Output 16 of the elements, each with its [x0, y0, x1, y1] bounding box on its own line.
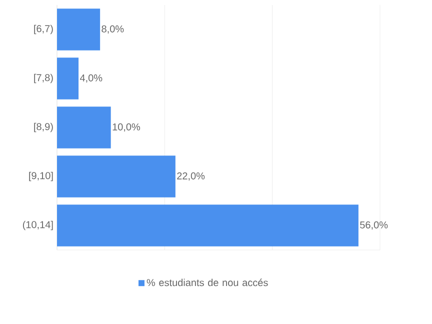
bar — [57, 204, 358, 246]
y-tick-label: [7,8) — [34, 74, 53, 84]
y-tick-label: [6,7) — [34, 24, 53, 34]
data-label: 4,0% — [80, 74, 102, 83]
y-tick-label: (10,14] — [22, 220, 53, 230]
bar — [57, 58, 79, 100]
data-label: 22,0% — [177, 172, 205, 181]
legend-label: % estudiants de nou accés — [146, 278, 268, 286]
data-label: 56,0% — [360, 221, 388, 230]
data-label: 8,0% — [102, 25, 124, 34]
y-tick-label: [9,10] — [29, 172, 53, 182]
y-tick-label: [8,9) — [34, 122, 53, 132]
bar — [57, 106, 111, 148]
bar — [57, 8, 100, 50]
bar — [57, 156, 176, 198]
data-label: 10,0% — [112, 123, 140, 132]
